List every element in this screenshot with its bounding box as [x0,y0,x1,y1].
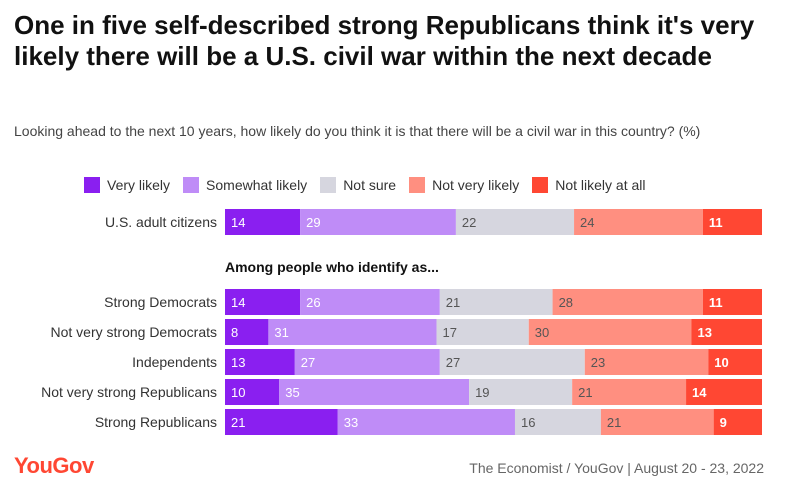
bar-segment [436,319,529,345]
data-label: 35 [285,385,299,400]
bar-segment [702,289,762,315]
data-label: 14 [231,295,245,310]
bar-segment [294,349,440,375]
bar-segment [279,379,470,405]
legend-item: Not very likely [409,177,519,193]
data-label: 14 [231,215,245,230]
bar-segment [584,349,709,375]
bar-segment [552,289,703,315]
bar-segment [225,349,295,375]
bar-segment [300,289,440,315]
data-label: 10 [714,355,728,370]
data-label: 21 [231,415,245,430]
bar-segment [702,209,762,235]
bar-segment [514,409,601,435]
bar-segment [469,379,573,405]
chart-subtitle: Looking ahead to the next 10 years, how … [14,123,701,139]
legend-item: Somewhat likely [183,177,307,193]
data-label: 28 [559,295,573,310]
legend-item: Very likely [84,177,170,193]
data-label: 22 [462,215,476,230]
data-label: 11 [709,295,723,310]
data-label: 26 [306,295,320,310]
legend-item: Not likely at all [532,177,646,193]
stacked-bar-chart: Among people who identify as... U.S. adul… [41,209,762,435]
group-label: Among people who identify as... [225,259,439,275]
data-label: 11 [709,215,723,230]
bar-segment [708,349,762,375]
data-label: 21 [607,415,621,430]
bar-segment [268,319,437,345]
source-note: The Economist / YouGov | August 20 - 23,… [469,460,764,476]
category-label: Not very strong Democrats [51,324,218,340]
legend-label: Not likely at all [555,177,646,193]
legend-label: Not sure [343,177,397,193]
data-label: 13 [231,355,245,370]
bar-segment [225,379,280,405]
data-label: 23 [591,355,605,370]
bar-segment [574,209,703,235]
data-label: 14 [692,385,707,400]
data-label: 9 [720,415,727,430]
bar-segment [225,409,338,435]
legend-swatch [532,177,549,193]
category-label: U.S. adult citizens [105,214,217,230]
legend-swatch [320,177,337,193]
bar-segment [300,209,456,235]
bar-segment [686,379,762,405]
yougov-logo: YouGov [14,453,94,478]
data-label: 8 [231,325,238,340]
data-label: 10 [231,385,245,400]
data-label: 17 [443,325,457,340]
category-label: Strong Democrats [104,294,217,310]
legend-label: Not very likely [432,177,520,193]
data-label: 21 [578,385,592,400]
bar-segment [528,319,692,345]
data-label: 29 [306,215,320,230]
data-label: 33 [344,415,358,430]
data-label: 21 [446,295,460,310]
data-label: 27 [446,355,460,370]
category-label: Independents [132,354,217,370]
data-label: 19 [475,385,489,400]
category-label: Strong Republicans [95,414,217,430]
bar-segment [337,409,515,435]
legend: Very likely Somewhat likely Not sure Not… [84,175,659,195]
chart-title: One in five self-described strong Republ… [14,10,755,71]
bar-segment [225,209,301,235]
bar-segment [600,409,714,435]
bar-segment [439,349,585,375]
bar-segment [225,289,301,315]
legend-swatch [183,177,200,193]
bar-segment [713,409,762,435]
category-label: Not very strong Republicans [41,384,217,400]
data-label: 16 [521,415,535,430]
data-label: 13 [697,325,711,340]
legend-swatch [84,177,100,193]
legend-item: Not sure [320,177,396,193]
data-label: 27 [301,355,315,370]
legend-label: Somewhat likely [206,177,308,193]
bar-segment [455,209,575,235]
bar-segment [572,379,687,405]
data-label: 31 [274,325,288,340]
data-label: 30 [535,325,549,340]
bar-segment [439,289,553,315]
legend-swatch [409,177,426,193]
data-label: 24 [580,215,594,230]
bar-segment [691,319,762,345]
bar-segment [225,319,269,345]
legend-label: Very likely [107,177,171,193]
